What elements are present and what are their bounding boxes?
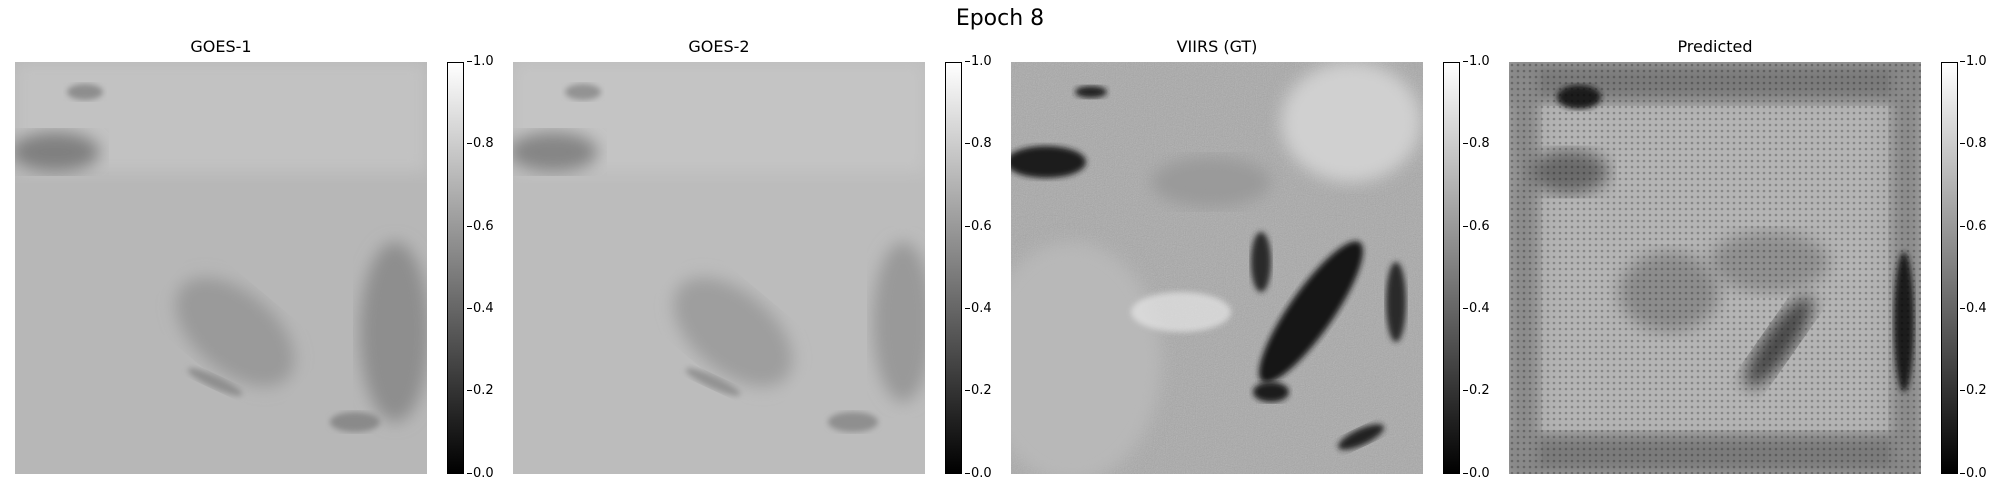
colorbar-goes-2 [945, 62, 962, 474]
colorbar-tick-label: 1.0 [1960, 54, 2000, 70]
colorbar-tick-label: 0.8 [1960, 136, 2000, 152]
goes-2-image-render [513, 62, 925, 474]
colorbar-tick-label: 0.2 [467, 383, 513, 399]
colorbar-goes-1 [447, 62, 464, 474]
goes-1-image [15, 62, 427, 474]
colorbar-tick-label: 0.8 [1463, 136, 1509, 152]
colorbar-tick-label: 0.0 [1463, 466, 1509, 482]
figure-title: Epoch 8 [955, 6, 1045, 31]
colorbar-tick-label: 0.6 [965, 219, 1011, 235]
colorbar-tick-label: 0.6 [1463, 219, 1509, 235]
predicted-image-render [1509, 62, 1921, 474]
panel-title-predicted: Predicted [1677, 37, 1753, 56]
colorbar-tick-label: 0.4 [467, 301, 513, 317]
colorbar-tick-label: 0.2 [1463, 383, 1509, 399]
colorbar-tick-label: 0.4 [965, 301, 1011, 317]
colorbar-tick-label: 0.2 [1960, 383, 2000, 399]
colorbar-tick-label: 0.0 [1960, 466, 2000, 482]
colorbar-tick-label: 0.0 [467, 466, 513, 482]
panel-title-goes-1: GOES-1 [190, 37, 252, 56]
predicted-image [1509, 62, 1921, 474]
colorbar-viirs-gt [1443, 62, 1460, 474]
goes-2-image [513, 62, 925, 474]
colorbar-tick-label: 0.2 [965, 383, 1011, 399]
colorbar-predicted [1941, 62, 1958, 474]
colorbar-tick-label: 1.0 [467, 54, 513, 70]
colorbar-tick-label: 1.0 [1463, 54, 1509, 70]
colorbar-tick-label: 0.8 [965, 136, 1011, 152]
panel-title-viirs-gt: VIIRS (GT) [1176, 37, 1258, 56]
viirs-gt-image-render [1011, 62, 1423, 474]
colorbar-tick-label: 1.0 [965, 54, 1011, 70]
colorbar-tick-label: 0.4 [1960, 301, 2000, 317]
colorbar-tick-label: 0.6 [1960, 219, 2000, 235]
colorbar-tick-label: 0.4 [1463, 301, 1509, 317]
viirs-gt-image [1011, 62, 1423, 474]
colorbar-tick-label: 0.8 [467, 136, 513, 152]
colorbar-tick-label: 0.0 [965, 466, 1011, 482]
goes-1-image-render [15, 62, 427, 474]
colorbar-tick-label: 0.6 [467, 219, 513, 235]
panel-title-goes-2: GOES-2 [688, 37, 750, 56]
